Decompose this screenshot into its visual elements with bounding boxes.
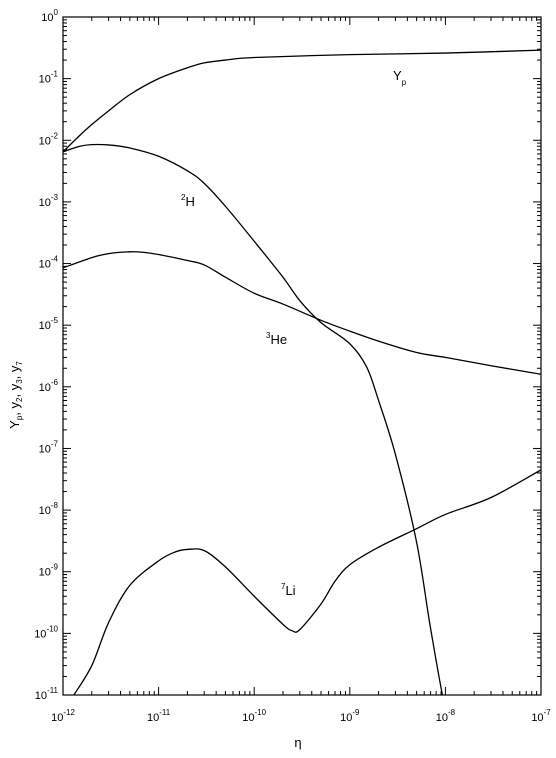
y-tick-label: 10-4: [39, 255, 59, 271]
series-label-he3: 3He: [266, 331, 287, 347]
x-tick-label: 10-9: [340, 708, 360, 724]
x-tick-label: 10-8: [436, 708, 456, 724]
svg-text:Yp, y2, y3, y7: Yp, y2, y3, y7: [7, 361, 24, 429]
y-tick-label: 10-6: [39, 378, 59, 394]
series-label-h2: 2H: [181, 193, 195, 209]
series-label-li7: 7Li: [281, 582, 296, 598]
x-axis-label: η: [294, 735, 301, 750]
y-tick-label: 10-1: [39, 70, 59, 86]
axes: 10-12 10-11 10-10 10-9 10-8 10-7 100 10-1 10-2 10…: [34, 8, 551, 724]
y-tick-label: 10-7: [39, 439, 59, 455]
y-tick-label: 10-8: [39, 501, 59, 517]
curve-li7: [73, 469, 541, 695]
y-tick-label: 10-9: [39, 563, 59, 579]
series-label-yp: Yp: [393, 68, 407, 87]
plot-frame: [62, 16, 542, 696]
curve-yp: [63, 49, 541, 153]
x-tick-label: 10-11: [147, 708, 171, 724]
y-tick-label: 10-5: [39, 316, 59, 332]
y-tick-label: 10-3: [39, 193, 59, 209]
y-tick-label: 10-11: [35, 686, 59, 702]
curve-he3: [63, 251, 541, 375]
x-tick-label: 10-12: [51, 708, 75, 724]
series-labels: Yp 2H 3He 7Li: [181, 68, 407, 598]
y-tick-label: 10-10: [34, 624, 58, 640]
curves: [63, 49, 541, 695]
y-axis-label: Yp, y2, y3, y7: [7, 361, 24, 429]
x-tick-label: 10-10: [242, 708, 266, 724]
curve-h2: [63, 143, 450, 695]
y-tick-label: 100: [41, 8, 58, 24]
x-tick-label: 10-7: [531, 708, 551, 724]
y-tick-label: 10-2: [39, 131, 59, 147]
